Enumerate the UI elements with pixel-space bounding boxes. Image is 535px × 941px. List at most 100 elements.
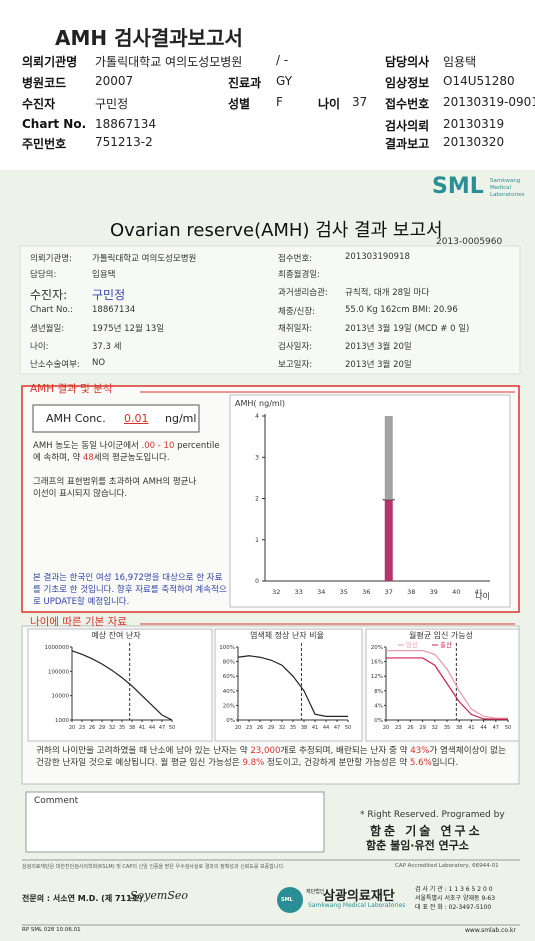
- info-label: 생년월일:: [30, 324, 65, 334]
- disclaimer: 본 결과는 한국인 여성 16,972명을 대상으로 한 자료를 기초로 한 것…: [33, 573, 227, 607]
- info-value: 2013년 3월 20일: [345, 360, 412, 370]
- y-tick-label: 4%: [374, 703, 383, 709]
- x-tick-label: 32: [272, 588, 280, 596]
- field-value: 구민정: [95, 97, 129, 111]
- credits: * Right Reserved. Programed by: [360, 810, 505, 820]
- x-tick-label: 33: [295, 588, 303, 596]
- analysis-value: .00 - 10: [141, 441, 175, 451]
- info-label: Chart No.:: [30, 305, 74, 315]
- x-tick-label: 38: [301, 725, 307, 731]
- report-title: Ovarian reserve(AMH) 검사 결과 보고서: [110, 220, 443, 241]
- info-value: 임용택: [92, 270, 116, 280]
- summary-text: 가 염색체이상이 없는 건강한 난자일 것으로 예상됩니다. 월 평균 임신 가…: [36, 746, 506, 768]
- x-tick-label: 23: [395, 725, 401, 731]
- info-label: 과거생리습관:: [278, 288, 328, 298]
- x-tick-label: 36: [362, 588, 370, 596]
- conc-box: [32, 404, 200, 433]
- field-label: 접수번호: [385, 97, 430, 111]
- x-tick-label: 20: [383, 725, 389, 731]
- x-tick-label: 35: [119, 725, 125, 731]
- signature: SoyemSeo: [130, 889, 188, 902]
- y-tick-label: 0%: [226, 718, 235, 724]
- y-tick-label: 100000: [48, 669, 69, 675]
- x-tick-label: 32: [432, 725, 438, 731]
- footer-phone: 대 표 전 화 : 02-3497-5100: [415, 904, 492, 911]
- y-tick-label: 1000: [55, 718, 69, 724]
- field-value: F: [276, 95, 283, 109]
- y-tick-label: 12%: [371, 674, 383, 680]
- field-value: 20130319: [443, 117, 505, 131]
- x-tick-label: 47: [159, 725, 165, 731]
- field-value: 18867134: [95, 117, 157, 131]
- y-tick-label: 80%: [223, 660, 235, 666]
- footer-cap: CAP Accredited Laboratory, 66944-01: [395, 863, 499, 869]
- info-label: 체중/신장:: [278, 307, 316, 317]
- field-value: O14U51280: [443, 74, 515, 88]
- header-title: AMH 검사결과보고서: [55, 26, 243, 50]
- field-value: 임용택: [443, 55, 477, 69]
- x-tick-label: 32: [279, 725, 285, 731]
- x-tick-label: 50: [505, 725, 511, 731]
- logo: SML: [432, 174, 484, 199]
- y-tick-label: 1000000: [45, 645, 70, 651]
- field-label: 주민번호: [22, 137, 67, 151]
- x-tick-label: 29: [419, 725, 425, 731]
- y-tick-label: 1: [255, 537, 259, 544]
- x-tick-label: 29: [268, 725, 274, 731]
- chart-frame: [229, 394, 511, 608]
- x-tick-label: 29: [99, 725, 105, 731]
- x-tick-label: 39: [430, 588, 438, 596]
- analysis-text: AMH 농도는 동일 나이군에서: [33, 441, 139, 451]
- info-value: 18867134: [92, 305, 136, 315]
- comment-label: Comment: [34, 796, 79, 806]
- x-tick-label: 47: [493, 725, 499, 731]
- x-tick-label: 35: [444, 725, 450, 731]
- y-tick-label: 8%: [374, 689, 383, 695]
- info-label: 보고일자:: [278, 360, 313, 370]
- bar: [384, 416, 393, 500]
- info-value: 2013년 3월 19일 (MCD # 0 일): [345, 324, 470, 334]
- mini-title: 염색체 정상 난자 비율: [250, 630, 324, 640]
- conc-value: 0.01: [124, 412, 149, 425]
- field-value: 20007: [95, 74, 134, 88]
- x-tick-label: 26: [89, 725, 95, 731]
- comment-box: [25, 791, 325, 853]
- mini-title: 예상 잔여 난자: [91, 630, 141, 640]
- info-value: 37.3 세: [92, 342, 122, 352]
- y-tick-label: 20%: [223, 703, 235, 709]
- summary-text: 귀하의 나이만을 고려하였을 때 난소에 남아 있는 난자는 약: [36, 746, 248, 756]
- footer-address: 서울특별시 서초구 양재동 9-63: [415, 895, 496, 902]
- x-tick-label: 32: [109, 725, 115, 731]
- credits-lab: 함춘 불임·유전 연구소: [366, 839, 469, 852]
- y-tick-label: 10000: [52, 694, 70, 700]
- foundation-tag: 재단법인: [306, 889, 325, 895]
- foundation: 삼광의료재단: [323, 889, 395, 904]
- x-tick-label: 41: [312, 725, 318, 731]
- info-value: 2013년 3월 20일: [345, 342, 412, 352]
- y-tick-label: 60%: [223, 674, 235, 680]
- footer-logo: SML: [281, 897, 293, 903]
- analysis-text: 세의 평균농도입니다.: [93, 453, 170, 463]
- footer-web: www.smlab.co.kr: [465, 927, 516, 934]
- summary-value: 43%: [410, 746, 430, 756]
- mini-frame: [365, 628, 520, 742]
- mini-frame: [27, 628, 213, 742]
- y-axis-label: AMH( ng/ml): [235, 399, 285, 408]
- info-label: 검사일자:: [278, 342, 313, 352]
- foundation-en: Samkwang Medical Laboratories: [308, 902, 406, 909]
- info-value: 1975년 12월 13일: [92, 324, 165, 334]
- info-label: 접수번호:: [278, 254, 313, 264]
- field-label: 수진자: [22, 97, 56, 111]
- info-label: 의뢰기관명:: [30, 254, 72, 264]
- info-value: 규칙적, 대개 28일 마다: [345, 288, 430, 298]
- logo-sub: Medical: [490, 185, 512, 191]
- info-box: [19, 245, 521, 375]
- field-label: 검사의뢰: [385, 119, 430, 133]
- credits-lab: 함춘 기술 연구소: [370, 824, 483, 838]
- field-label: 임상정보: [385, 76, 430, 90]
- legend-label: 출산: [440, 640, 452, 649]
- analysis: AMH 농도는 동일 나이군에서 .00 - 10 percentile에 속하…: [33, 440, 223, 464]
- legend-label: 임신: [406, 640, 418, 649]
- summary-value: 5.6%: [409, 758, 432, 768]
- y-tick-label: 100%: [219, 645, 235, 651]
